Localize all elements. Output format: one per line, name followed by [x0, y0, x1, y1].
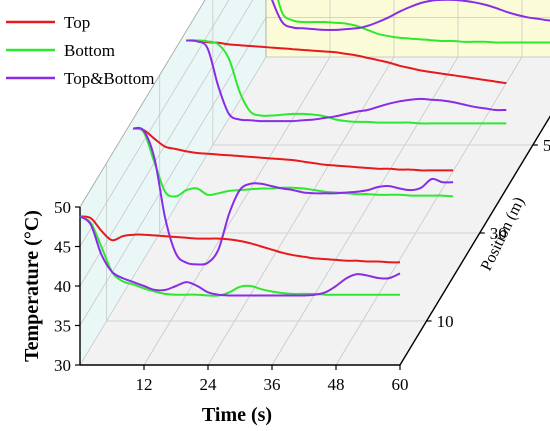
legend-label-bottom: Bottom: [64, 41, 115, 60]
grid-line: [79, 0, 230, 247]
legend-label-top-bottom: Top&Bottom: [64, 69, 154, 88]
chart-axes: [75, 0, 550, 370]
series-line-top-bottom-pos-20: [132, 126, 454, 266]
z-axis-line: [399, 115, 550, 366]
floor-plane: [80, 57, 550, 365]
grid-line: [143, 56, 331, 366]
y-tick-label: 35: [54, 317, 71, 336]
x-tick-label: 60: [391, 375, 408, 394]
series-line-bottom-pos-40: [186, 39, 507, 125]
z-tick-label: 50: [543, 136, 550, 155]
series-line-top-bottom-pos-40: [186, 39, 507, 123]
grid-line: [79, 17, 267, 326]
chart-series-lines: [79, 0, 550, 297]
x-axis-label: Time (s): [202, 404, 272, 426]
y-tick-label: 40: [54, 277, 71, 296]
legend-label-top: Top: [64, 13, 90, 32]
y-tick-label: 45: [54, 238, 71, 257]
series-line-top-pos-20: [132, 127, 454, 172]
chart-walls: [80, 0, 550, 365]
y-tick-label: 30: [54, 356, 71, 375]
chart-tick-labels: 3035404550122436486010305070: [54, 136, 550, 394]
y-tick-label: 50: [54, 198, 71, 217]
y-axis-label: Temperature (°C): [21, 210, 43, 362]
x-tick-label: 24: [199, 375, 217, 394]
chart-legend: Top Bottom Top&Bottom: [6, 13, 154, 88]
frame-edge: [79, 0, 206, 208]
grid-line: [79, 56, 267, 366]
series-line-bottom-pos-60: [277, 0, 550, 44]
x-tick-label: 48: [327, 375, 344, 394]
series-line-bottom-pos-20: [132, 127, 454, 198]
x-tick-label: 12: [135, 375, 152, 394]
grid-line: [335, 56, 523, 366]
z-tick-label: 10: [437, 312, 454, 331]
series-line-top-pos-0: [79, 215, 401, 264]
back-wall-plane: [265, 0, 550, 57]
x-tick-label: 36: [263, 375, 280, 394]
series-line-top-pos-40: [186, 39, 507, 85]
z-tick-label: 30: [490, 224, 507, 243]
series-line-bottom-pos-0: [79, 215, 400, 297]
grid-line: [207, 56, 395, 366]
grid-line: [271, 56, 459, 366]
grid-line: [79, 0, 254, 287]
series-line-top-bottom-pos-60: [270, 0, 550, 31]
series-line-top-bottom-pos-0: [79, 215, 401, 297]
